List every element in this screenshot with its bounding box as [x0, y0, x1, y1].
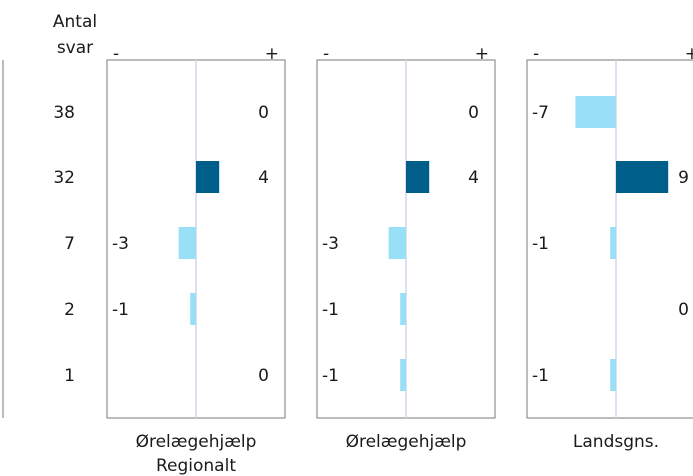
header-svar: svar: [57, 38, 93, 58]
count-label: 38: [53, 103, 75, 123]
count-label: 1: [64, 366, 75, 386]
bar-negative: [400, 359, 406, 391]
minus-sign-label: -: [113, 44, 119, 64]
value-label: -3: [112, 234, 129, 254]
count-label: 2: [64, 300, 75, 320]
minus-sign-label: -: [323, 44, 329, 64]
panel-1: - +0 4 -3 -1 0 Ørelægehjælp Regionalt: [106, 44, 286, 476]
bar-positive: [616, 161, 669, 193]
panels-group: - +0 4 -3 -1 0 Ørelægehjælp Regionalt - +0 4 -3 -1 -1…: [106, 44, 693, 476]
value-label: -1: [532, 366, 549, 386]
plus-sign-label: +: [475, 44, 489, 64]
value-label: 0: [678, 300, 689, 320]
bar-positive: [196, 161, 220, 193]
value-label: 4: [258, 168, 269, 188]
bar-negative: [388, 227, 406, 259]
value-label: -3: [322, 234, 339, 254]
panel-2: - +0 4 -3 -1 -1 Ørelægehjælp: [316, 44, 496, 452]
bar-negative: [610, 359, 616, 391]
value-label: 0: [258, 366, 269, 386]
minus-sign-label: -: [533, 44, 539, 64]
bar-negative: [610, 227, 616, 259]
header-antal: Antal: [53, 12, 97, 32]
value-label: -1: [532, 234, 549, 254]
value-label: 9: [678, 168, 689, 188]
value-label: -1: [112, 300, 129, 320]
count-label: 32: [53, 168, 75, 188]
plus-sign-label: +: [685, 44, 693, 64]
value-label: 0: [258, 103, 269, 123]
panel-caption-line: Landsgns.: [573, 432, 659, 452]
bar-negative: [575, 96, 616, 128]
panel-caption-line: Regionalt: [156, 456, 236, 476]
panel-caption-line: Ørelægehjælp: [136, 432, 257, 452]
bar-negative: [178, 227, 196, 259]
value-label: 4: [468, 168, 479, 188]
value-label: -1: [322, 300, 339, 320]
panel-3: - + -7 9 -1 0 -1 Landsgns.: [526, 44, 693, 452]
value-label: -1: [322, 366, 339, 386]
bar-positive: [406, 161, 430, 193]
count-column: 38 32 7 2 1: [53, 103, 75, 386]
value-label: 0: [468, 103, 479, 123]
plus-sign-label: +: [265, 44, 279, 64]
bar-negative: [190, 293, 196, 325]
value-label: -7: [532, 103, 549, 123]
panel-caption-line: Ørelægehjælp: [346, 432, 467, 452]
bar-negative: [400, 293, 406, 325]
count-label: 7: [64, 234, 75, 254]
